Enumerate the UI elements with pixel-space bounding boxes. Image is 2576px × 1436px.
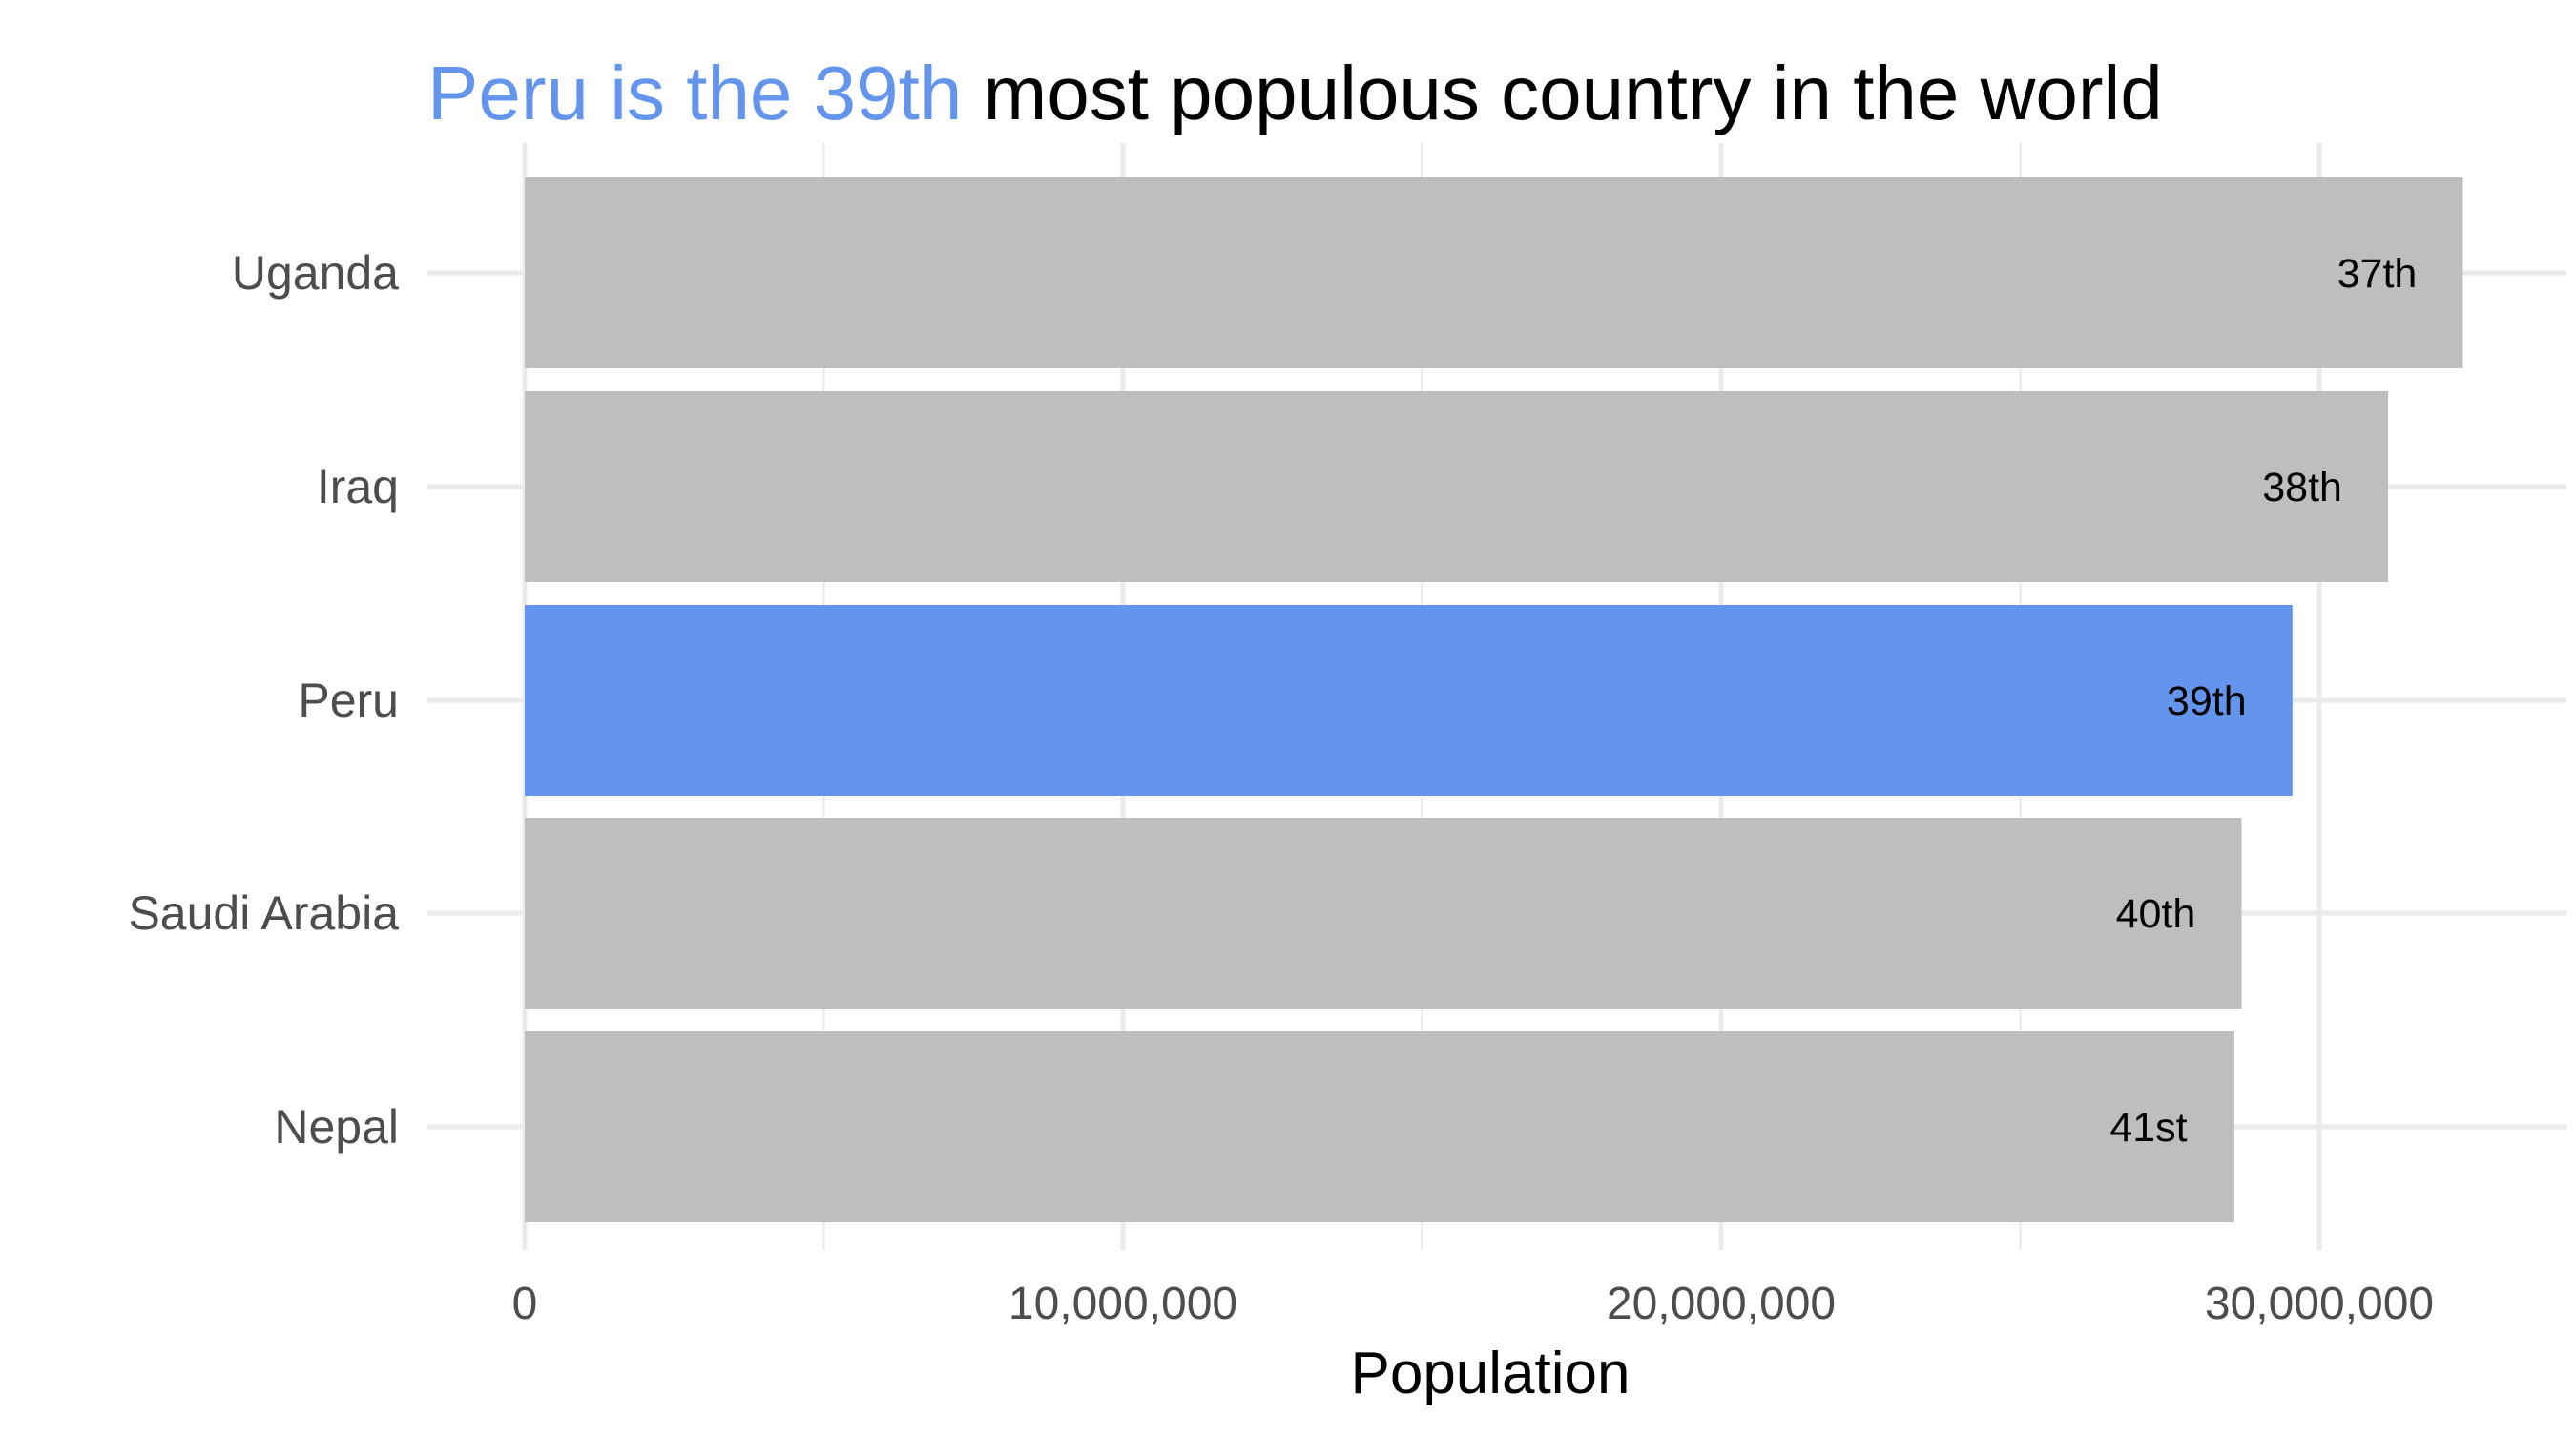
- x-axis-title: Population: [1350, 1341, 1630, 1406]
- bar-label: 38th: [2262, 465, 2342, 510]
- bar-iraq: [525, 391, 2389, 582]
- chart-title: Peru is the 39th most populous country i…: [427, 51, 2163, 135]
- bars: [525, 177, 2463, 1222]
- y-tick-label: Saudi Arabia: [128, 886, 399, 940]
- bar-saudi-arabia: [525, 818, 2242, 1009]
- x-tick-label: 0: [512, 1279, 538, 1329]
- x-tick-label: 20,000,000: [1607, 1279, 1836, 1329]
- bar-label: 39th: [2167, 678, 2247, 724]
- title-rest: most populous country in the world: [962, 51, 2162, 135]
- bar-labels: 37th 38th 39th 40th 41st: [2109, 251, 2417, 1151]
- bar-label: 41st: [2109, 1105, 2187, 1151]
- x-tick-label: 10,000,000: [1008, 1279, 1237, 1329]
- bar-label: 37th: [2337, 251, 2418, 297]
- x-tick-labels: 0 10,000,000 20,000,000 30,000,000: [512, 1279, 2434, 1329]
- bar-peru: [525, 605, 2293, 796]
- x-tick-label: 30,000,000: [2205, 1279, 2434, 1329]
- bar-label: 40th: [2116, 891, 2196, 937]
- y-tick-labels: Uganda Iraq Peru Saudi Arabia Nepal: [128, 246, 399, 1154]
- y-tick-label: Iraq: [317, 460, 399, 513]
- y-tick-label: Peru: [298, 674, 399, 727]
- bar-uganda: [525, 177, 2463, 368]
- bar-nepal: [525, 1031, 2234, 1222]
- title-highlight: Peru is the 39th: [427, 51, 962, 135]
- y-tick-label: Nepal: [274, 1100, 399, 1154]
- y-tick-label: Uganda: [232, 246, 399, 300]
